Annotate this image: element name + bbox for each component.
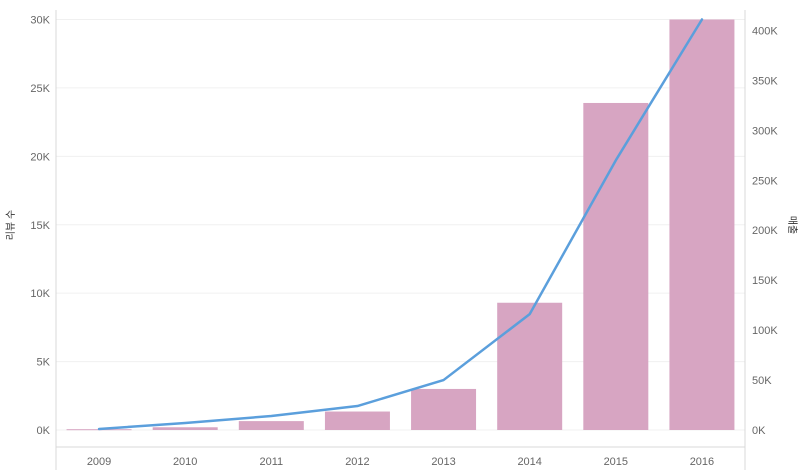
bar-2015	[583, 102, 649, 431]
right-tick-label: 250K	[752, 175, 778, 187]
left-tick-label: 5K	[37, 357, 51, 369]
right-axis-ticks: 0K 50K 100K 150K 200K 250K 300K 350K 400K	[752, 25, 778, 437]
bar-2011	[238, 421, 304, 430]
right-axis-title: 매출	[786, 216, 798, 234]
left-tick-label: 25K	[30, 83, 50, 95]
left-axis-title: 리뷰 수	[5, 210, 17, 240]
left-tick-label: 0K	[37, 425, 51, 437]
x-tick-label: 2014	[517, 456, 541, 468]
bar-series	[66, 19, 735, 431]
gridlines	[56, 19, 745, 431]
x-tick-label: 2013	[431, 456, 455, 468]
bar-2014	[497, 302, 563, 430]
right-tick-label: 300K	[752, 125, 778, 137]
axes	[55, 10, 746, 470]
x-tick-label: 2016	[690, 456, 714, 468]
x-tick-label: 2009	[87, 456, 111, 468]
bar-2010	[152, 427, 218, 430]
x-axis-ticks: 2009 2010 2011 2012 2013 2014 2015 2016	[87, 456, 714, 468]
x-tick-label: 2012	[345, 456, 369, 468]
right-tick-label: 0K	[752, 425, 766, 437]
right-tick-label: 200K	[752, 225, 778, 237]
line-path	[97, 18, 704, 431]
bar-2016	[669, 19, 735, 430]
right-tick-label: 400K	[752, 25, 778, 37]
bar-2012	[324, 411, 390, 430]
x-tick-label: 2010	[173, 456, 197, 468]
right-tick-label: 350K	[752, 75, 778, 87]
left-tick-label: 20K	[30, 151, 50, 163]
right-tick-label: 100K	[752, 325, 778, 337]
right-tick-label: 150K	[752, 275, 778, 287]
right-tick-label: 50K	[752, 375, 772, 387]
left-tick-label: 10K	[30, 288, 50, 300]
x-tick-label: 2015	[604, 456, 628, 468]
left-tick-label: 15K	[30, 220, 50, 232]
x-tick-label: 2011	[259, 456, 283, 468]
bar-2013	[411, 388, 477, 430]
line-series	[97, 18, 704, 431]
left-axis-ticks: 0K 5K 10K 15K 20K 25K 30K	[30, 15, 50, 438]
left-tick-label: 30K	[30, 15, 50, 27]
